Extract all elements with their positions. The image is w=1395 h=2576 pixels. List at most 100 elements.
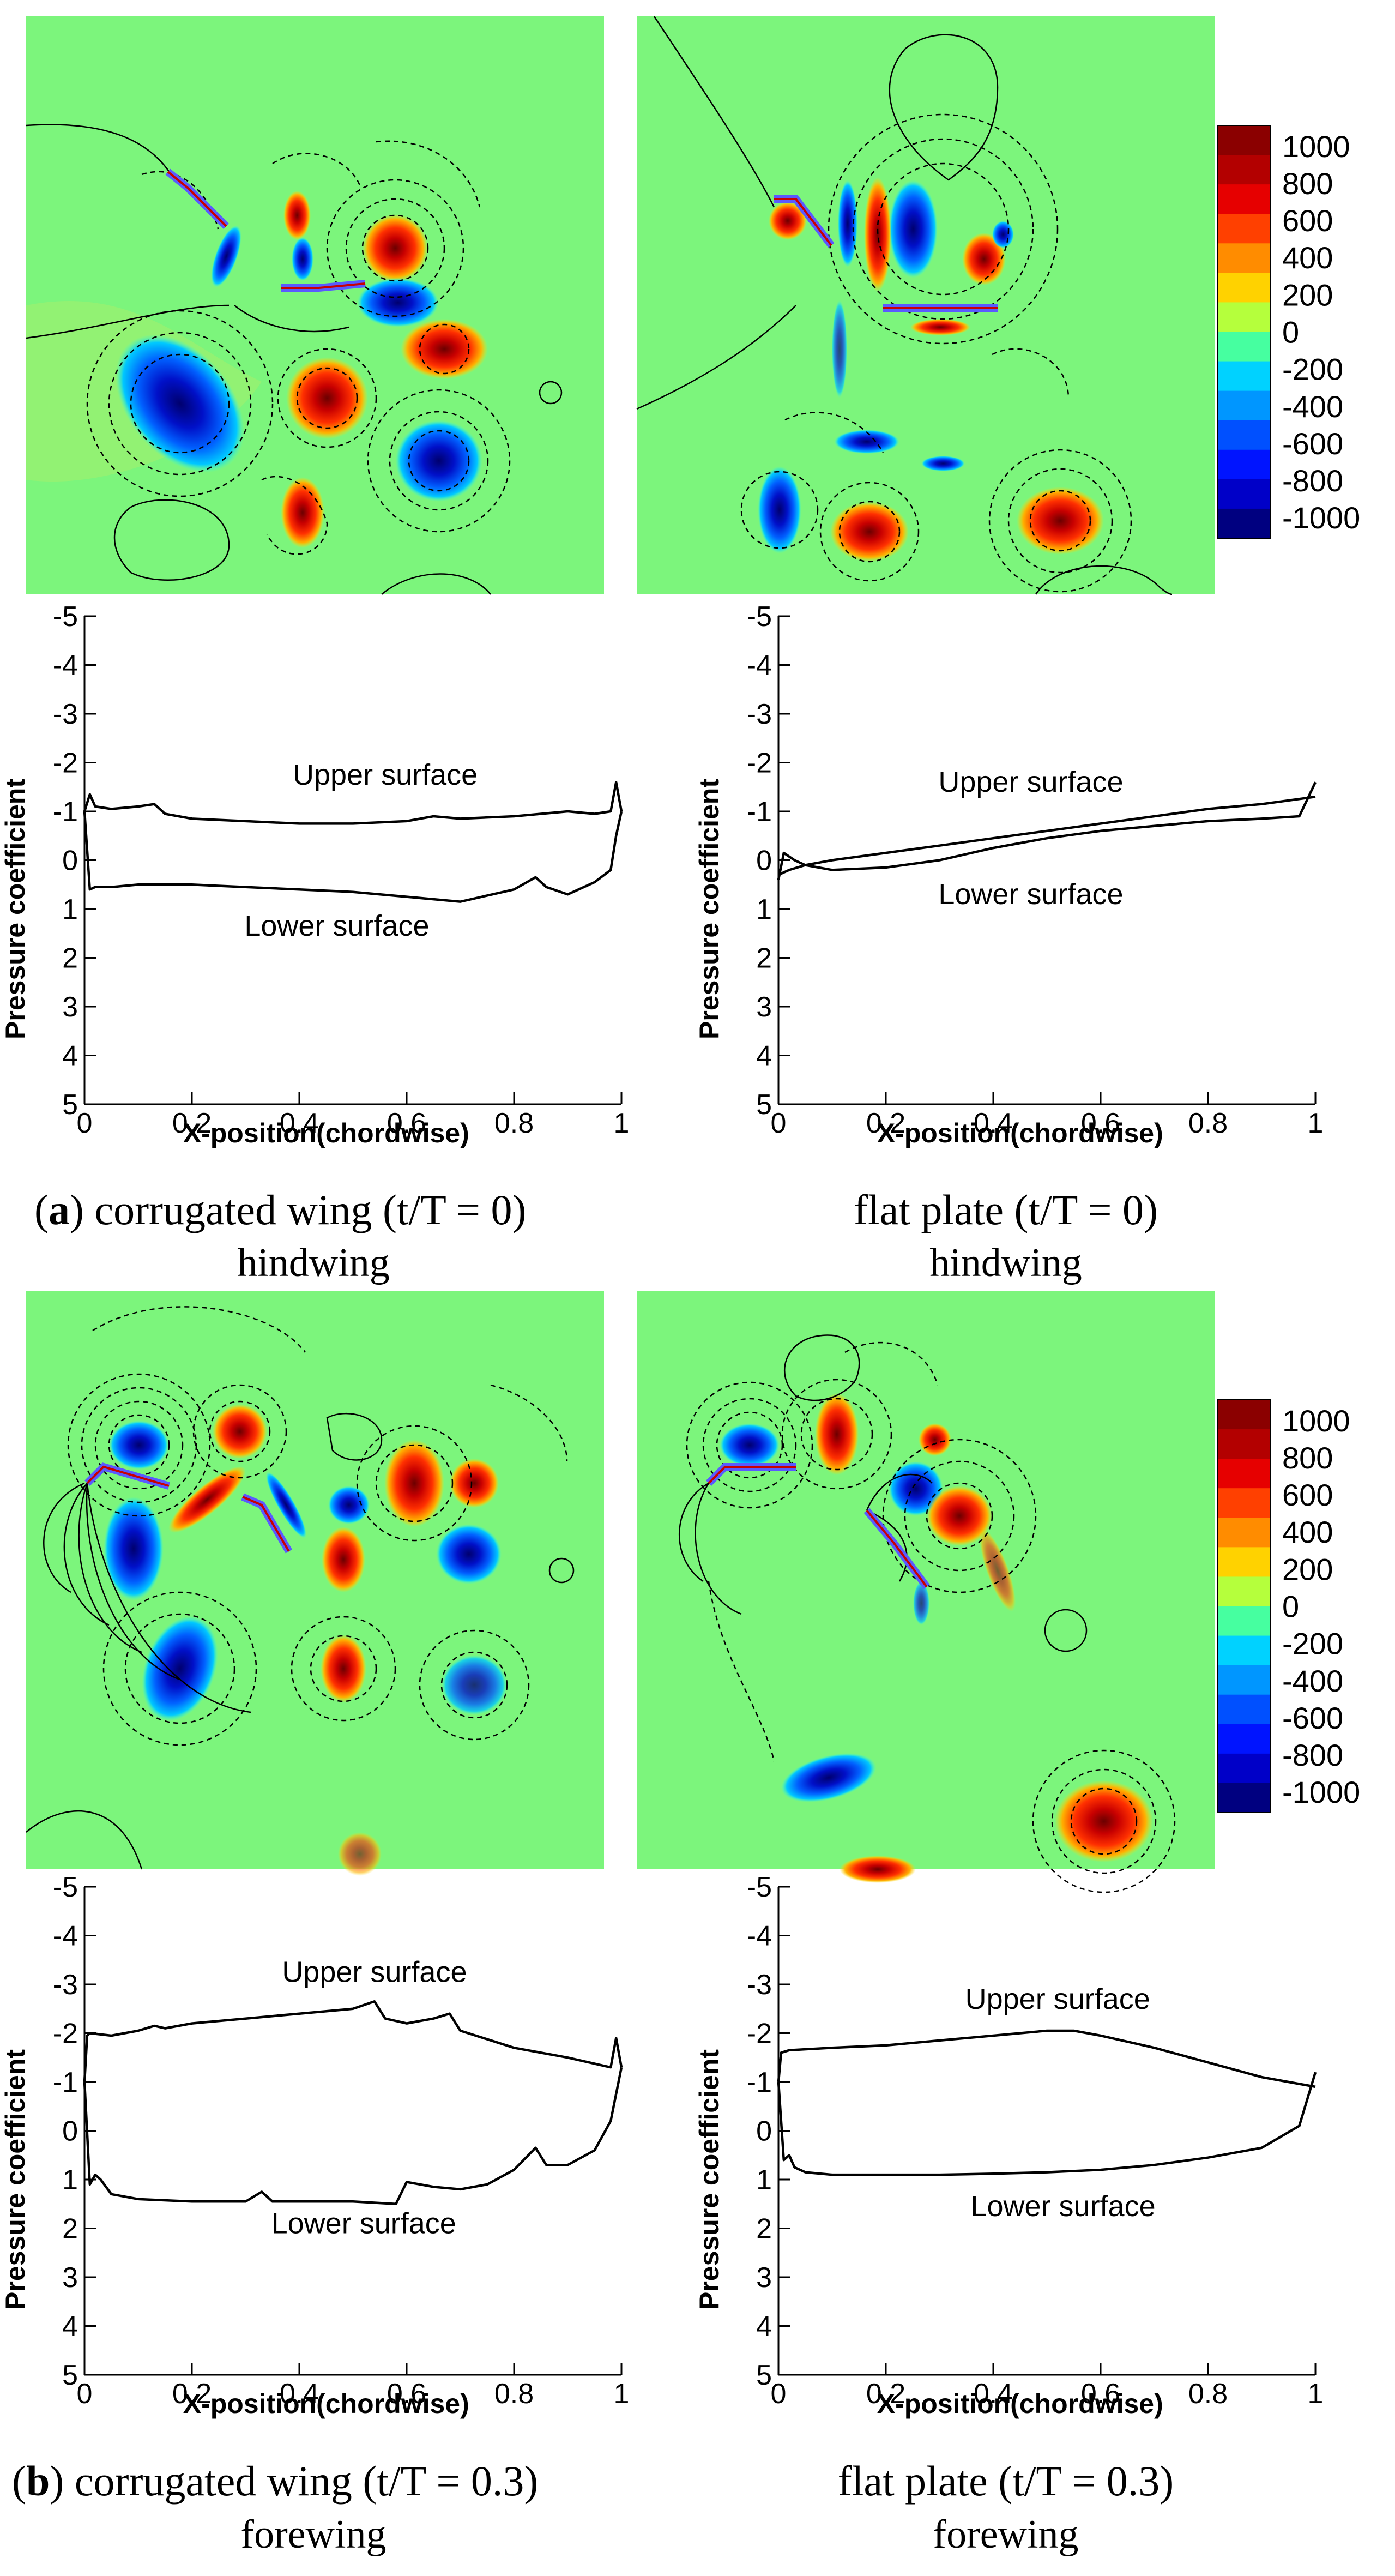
vortex-positive [321,1635,366,1702]
vortex-negative [889,180,938,278]
y-tick-label: 5 [756,2360,772,2391]
vortex-positive [450,1459,499,1508]
annotation-lower-surface: Lower surface [970,2190,1155,2223]
series-upper-surface-line [83,781,623,825]
pressure-contours-solid [26,1413,575,1870]
wing-segment [281,282,366,289]
colorbar-label: 1000 [1282,129,1350,164]
x-tick-label: 0 [771,2378,787,2410]
y-tick-label: -4 [747,650,772,682]
flow-field-a-left [26,16,604,595]
colorbar-label: -800 [1282,1738,1343,1772]
vortex-positive [864,177,891,292]
colorbar-label: 800 [1282,1441,1333,1475]
vortex-positive [769,202,807,240]
colorbar-label: -800 [1282,464,1343,498]
vortex-negative [115,334,245,473]
y-tick-label: 2 [756,943,772,974]
colorbar-swatch [1218,214,1270,244]
vortex-positive [363,214,428,282]
vortex-positive [338,1832,382,1876]
pressure-contours-dashed [686,1341,1176,1893]
colorbar-swatch [1218,508,1270,539]
annotation-upper-surface: Upper surface [293,759,478,791]
vortex-positive [830,502,909,562]
vortex-positive [979,1529,1016,1612]
caption-a-right: flat plate (t/T = 0) [854,1186,1158,1233]
y-tick-label: -2 [747,748,772,779]
colorbar-label: 1000 [1282,1404,1350,1438]
x-tick-label: 0.6 [387,1108,426,1139]
y-tick-label: 4 [62,2311,78,2343]
y-tick-label: 1 [756,894,772,925]
colorbar-label: -600 [1282,426,1343,461]
x-tick-label: 0.6 [387,2378,426,2410]
vortex-negative [436,1524,502,1584]
series-upper-surface-line [83,2000,623,2083]
vortex-positive [927,1486,992,1546]
y-tick-label: -5 [53,601,78,633]
y-tick-label: 3 [756,2262,772,2294]
caption-a-left-text: ) corrugated wing (t/T = 0) [70,1186,526,1233]
y-tick-label: 0 [62,845,78,877]
x-tick-label: 1 [1308,1108,1324,1139]
colorbar-swatch [1218,361,1270,392]
vortex-positive [962,233,1006,285]
pressure-contours-dashed [86,140,511,555]
y-tick-label: -3 [747,699,772,730]
colorbar-swatch [1218,1694,1270,1725]
colorbar-swatch [1218,184,1270,214]
annotation-lower-surface: Lower surface [244,910,429,942]
vortex-negative [141,1616,219,1722]
vortex-positive [213,1404,267,1459]
x-tick-label: 0 [771,1108,787,1139]
annotation-upper-surface: Upper surface [938,766,1123,798]
colorbar-swatch [1218,420,1270,450]
colorbar-swatch [1218,390,1270,421]
y-tick-label: 5 [756,1089,772,1121]
colorbar-label: -1000 [1282,1775,1360,1809]
y-axis-label: Pressure coefficient [0,779,31,1039]
colorbar-swatch [1218,155,1270,185]
y-tick-label: -1 [747,796,772,828]
caption-a-right-sub: hindwing [929,1241,1082,1285]
colorbar-swatch [1218,1576,1270,1606]
colorbar-swatch [1218,1547,1270,1577]
y-tick-label: 3 [62,2262,78,2294]
vortex-negative [913,1581,929,1625]
caption-b-left-sub: forewing [240,2512,386,2557]
colorbar-frame [1217,125,1271,539]
y-tick-label: 3 [62,991,78,1023]
wing-segment [708,1466,796,1484]
vortex-positive [815,1393,859,1475]
flow-field-b-left [26,1291,604,1876]
colorbar-swatch [1218,332,1270,362]
y-tick-label: 1 [756,2164,772,2196]
vortex-negative [781,1753,877,1803]
colorbar-swatch [1218,449,1270,480]
x-tick-label: 0.2 [172,2378,212,2410]
x-axis-label: X-position(chordwise) [877,1118,1163,1148]
x-tick-label: 0.4 [280,1108,319,1139]
vortex-positive [168,1466,246,1533]
y-tick-label: 5 [62,2360,78,2391]
colorbar-swatch [1218,273,1270,303]
colorbar-label: 0 [1282,1590,1299,1624]
colorbar-swatch [1218,1783,1270,1813]
series-upper-surface-line [778,795,1316,876]
colorbar-label: 200 [1282,278,1333,312]
vortex-negative [834,430,899,454]
vortex-positive [1017,487,1104,555]
colorbar-swatch [1218,1400,1270,1430]
caption-b-left: (b) corrugated wing (t/T = 0.3) [12,2457,538,2505]
y-tick-label: 2 [62,2213,78,2245]
x-tick-label: 0.8 [494,1108,534,1139]
vortex-negative [838,180,857,267]
caption-b-right-sub: forewing [933,2512,1078,2557]
x-axis-label: X-position(chordwise) [183,2388,469,2419]
x-tick-label: 0.6 [1081,1108,1120,1139]
colorbar-label: -400 [1282,1664,1343,1698]
vortex-negative [442,1655,507,1715]
y-tick-label: -2 [53,2018,78,2050]
